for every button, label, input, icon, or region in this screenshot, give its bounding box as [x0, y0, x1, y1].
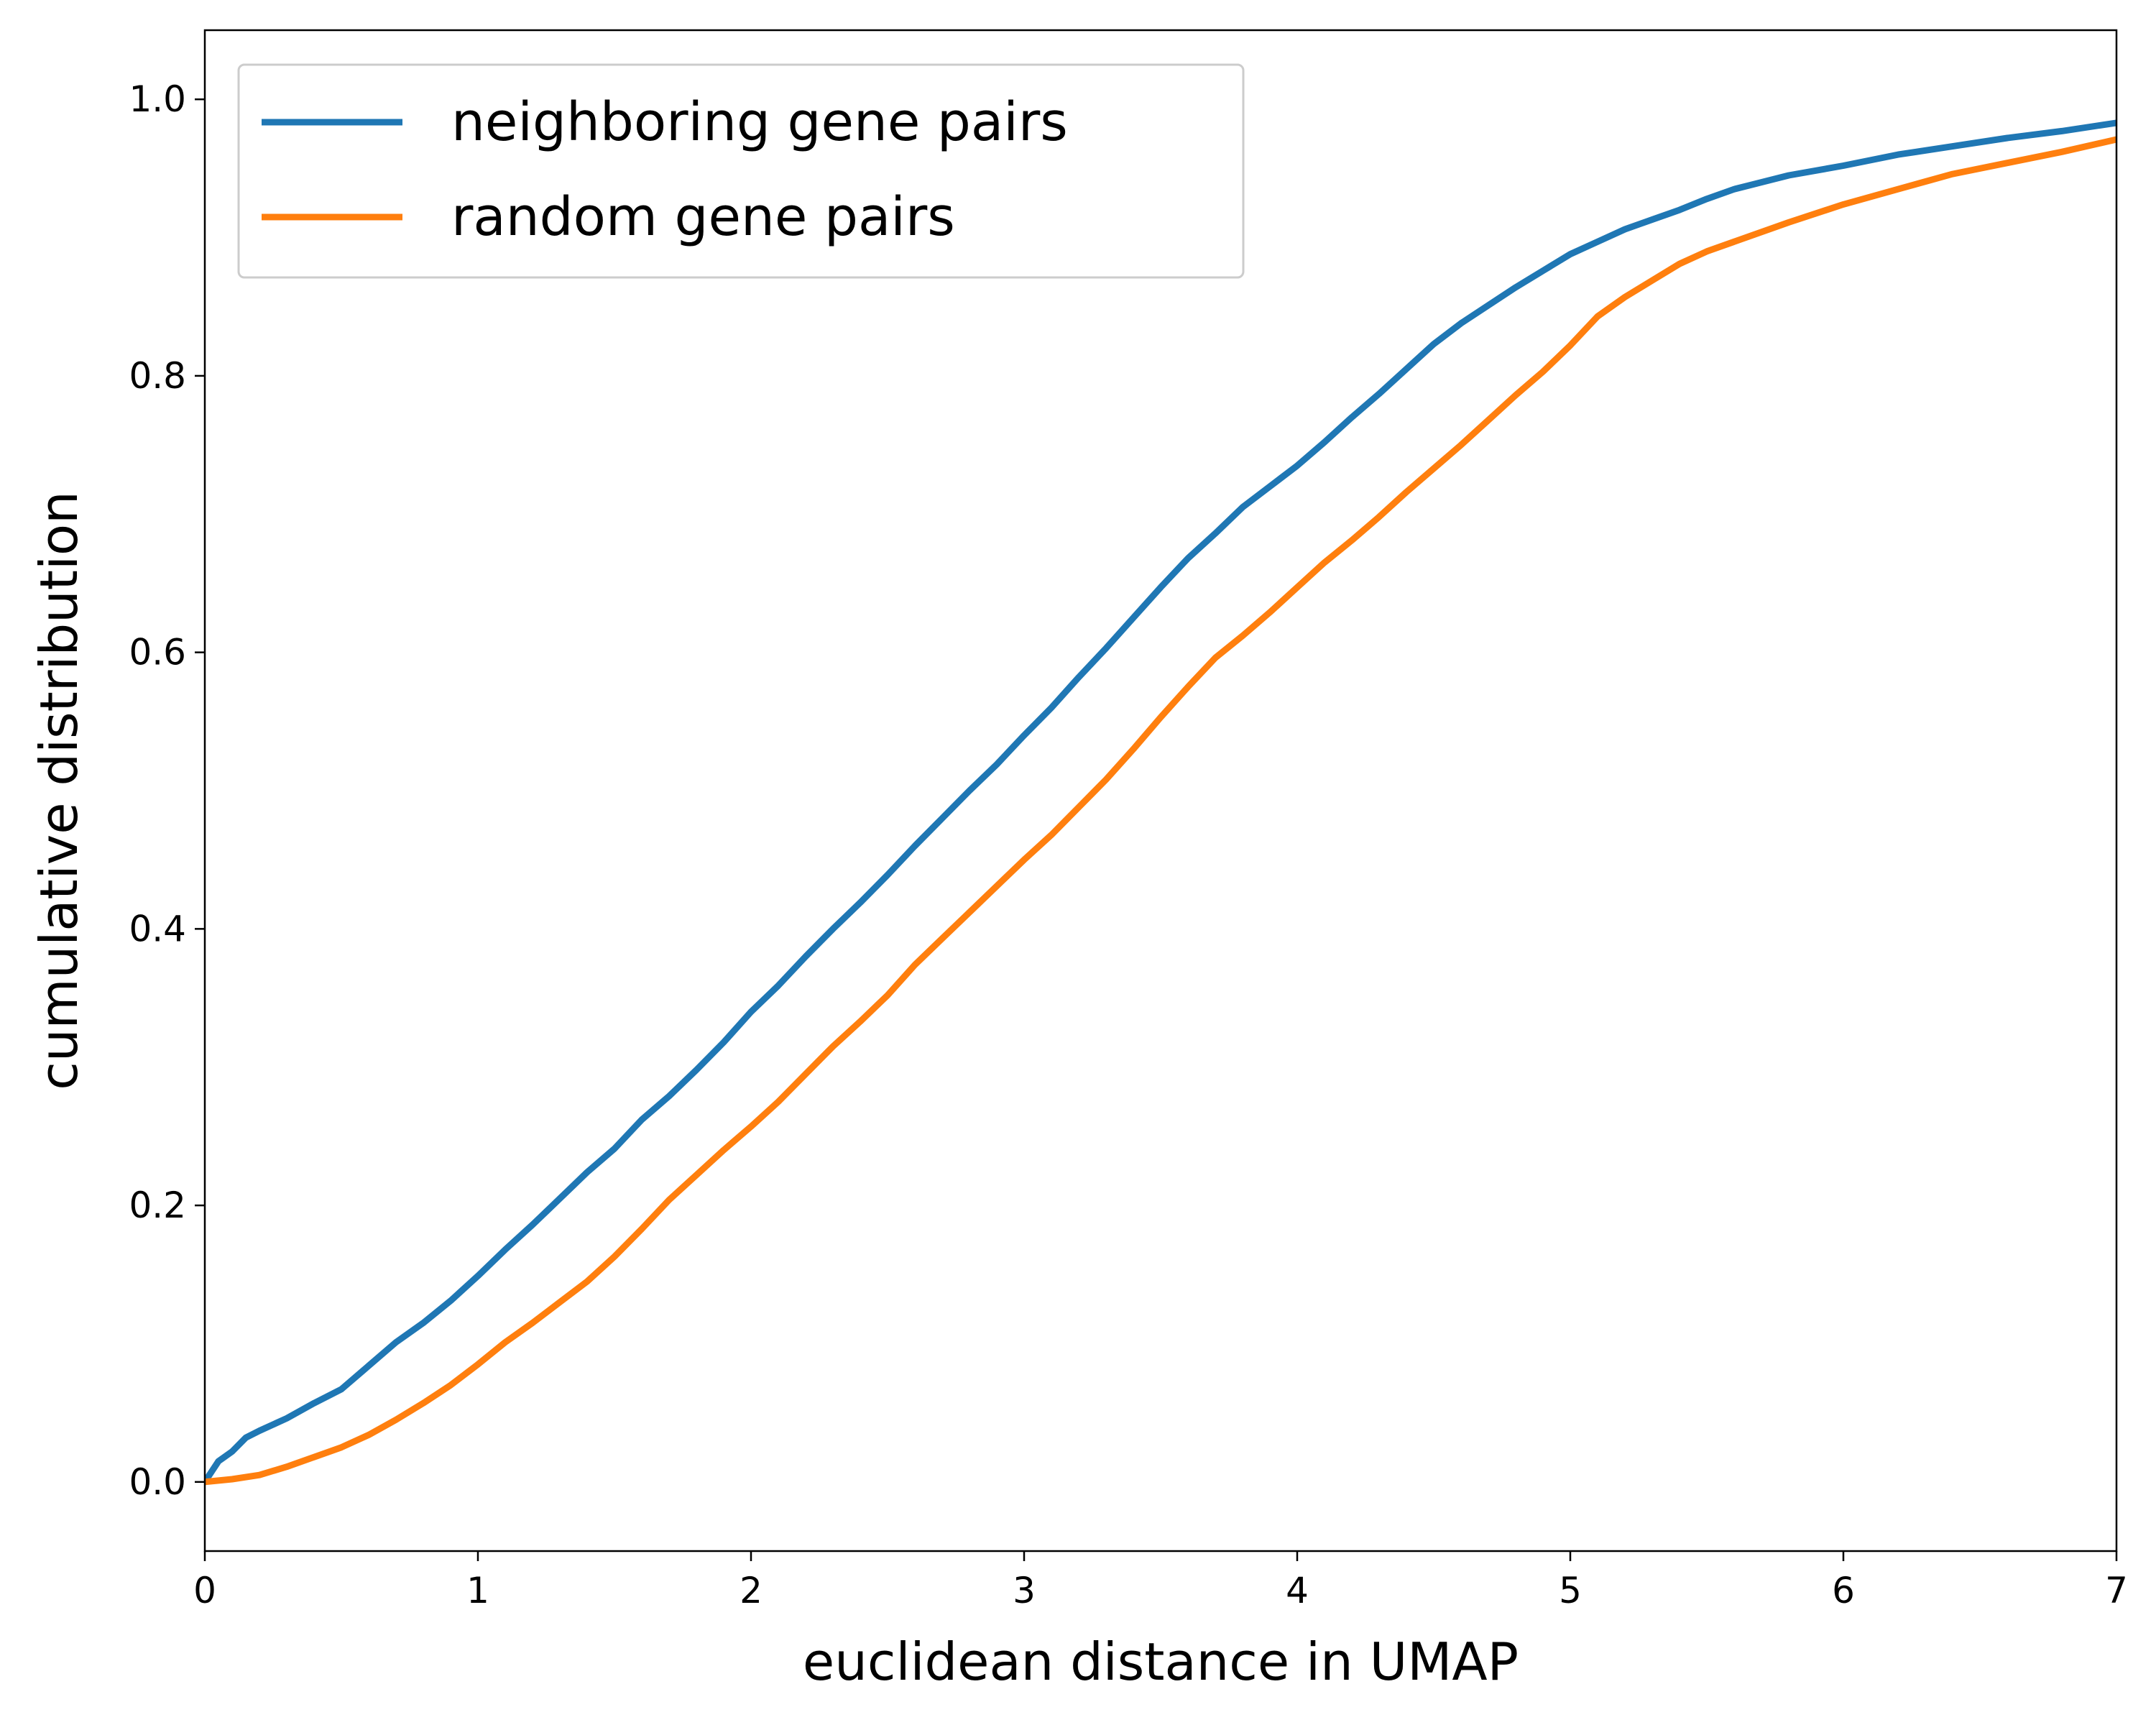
y-tick-label: 0.2 — [129, 1184, 186, 1226]
x-tick-label: 1 — [466, 1570, 489, 1611]
x-tick-label: 5 — [1559, 1570, 1582, 1611]
legend-box — [237, 63, 1245, 279]
y-axis-ticks: 0.0 0.2 0.4 0.6 0.8 1.0 — [129, 78, 205, 1503]
x-tick-label: 4 — [1286, 1570, 1309, 1611]
series-line-random — [205, 136, 2116, 1486]
legend-label-random: random gene pairs — [451, 186, 955, 248]
y-tick-label: 0.4 — [129, 908, 186, 949]
x-tick-label: 3 — [1013, 1570, 1036, 1611]
y-tick-label: 0.6 — [129, 632, 186, 673]
y-tick-label: 0.8 — [129, 355, 186, 397]
axes-frame — [203, 29, 2118, 1552]
y-axis-label: cumulative distribution — [29, 491, 89, 1090]
plot-area — [205, 119, 2116, 1486]
y-tick-label: 0.0 — [129, 1461, 186, 1503]
legend-label-neighboring: neighboring gene pairs — [451, 91, 1068, 153]
series-line-neighboring — [205, 119, 2116, 1486]
x-tick-label: 6 — [1832, 1570, 1855, 1611]
x-tick-label: 7 — [2105, 1570, 2128, 1611]
x-axis-ticks: 0 1 2 3 4 5 6 7 — [193, 1551, 2128, 1611]
legend: neighboring gene pairs random gene pairs — [237, 63, 1245, 279]
x-tick-label: 0 — [193, 1570, 216, 1611]
y-tick-label: 1.0 — [129, 78, 186, 120]
x-axis-label: euclidean distance in UMAP — [803, 1632, 1519, 1692]
x-tick-label: 2 — [740, 1570, 763, 1611]
